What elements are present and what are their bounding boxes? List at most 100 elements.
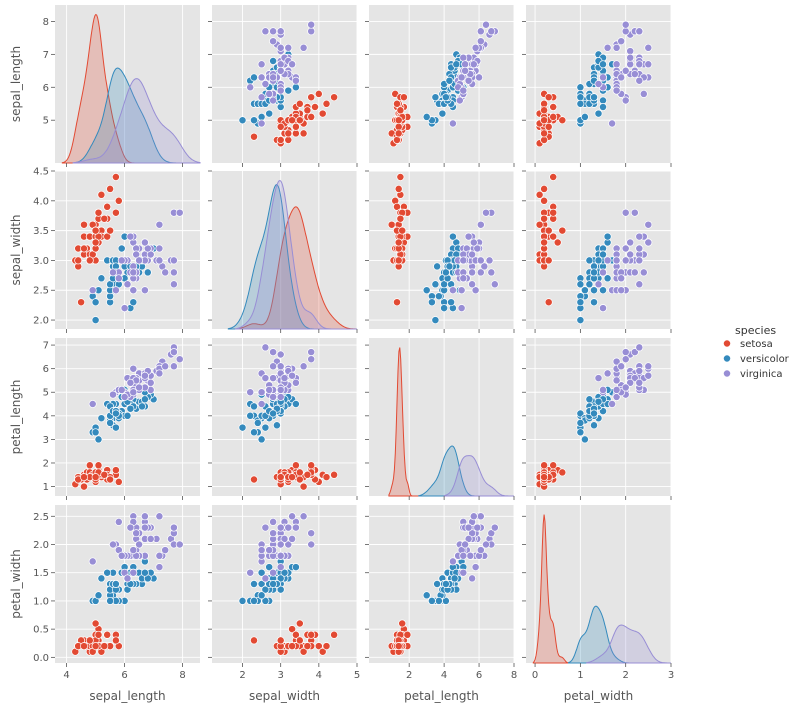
point-virginica bbox=[644, 238, 653, 247]
legend-label: versicolor bbox=[740, 354, 790, 365]
point-versicolor bbox=[576, 83, 585, 92]
point-virginica bbox=[269, 73, 278, 82]
point-setosa bbox=[291, 122, 300, 131]
point-virginica bbox=[114, 517, 123, 526]
point-versicolor bbox=[261, 423, 270, 432]
kde-virginica bbox=[586, 624, 671, 664]
point-virginica bbox=[140, 371, 149, 380]
point-versicolor bbox=[576, 93, 585, 102]
point-virginica bbox=[635, 244, 644, 253]
point-virginica bbox=[476, 546, 485, 555]
point-setosa bbox=[91, 226, 100, 235]
point-virginica bbox=[635, 76, 644, 85]
point-virginica bbox=[257, 388, 266, 397]
x-tick-label: 3 bbox=[277, 670, 283, 681]
point-setosa bbox=[330, 630, 339, 639]
point-virginica bbox=[476, 37, 485, 46]
point-virginica bbox=[635, 232, 644, 241]
point-versicolor bbox=[257, 435, 266, 444]
y-tick-label: 2.5 bbox=[33, 512, 49, 523]
y-tick-label: 1.0 bbox=[33, 596, 49, 607]
point-virginica bbox=[475, 73, 484, 82]
point-virginica bbox=[635, 27, 644, 36]
point-versicolor bbox=[585, 256, 594, 265]
x-tick-label: 6 bbox=[121, 670, 127, 681]
panel-sepal_length-vs-sepal_width bbox=[208, 5, 358, 167]
x-tick-label: 3 bbox=[668, 670, 674, 681]
legend-marker bbox=[723, 339, 731, 348]
point-setosa bbox=[394, 116, 403, 125]
point-versicolor bbox=[576, 99, 585, 108]
point-versicolor bbox=[594, 109, 603, 118]
point-setosa bbox=[111, 636, 120, 645]
point-setosa bbox=[535, 190, 544, 199]
point-virginica bbox=[261, 80, 270, 88]
point-virginica bbox=[135, 540, 144, 549]
point-virginica bbox=[448, 286, 457, 295]
point-versicolor bbox=[253, 418, 262, 427]
point-virginica bbox=[269, 27, 278, 36]
point-setosa bbox=[299, 129, 308, 138]
point-versicolor bbox=[284, 86, 293, 95]
point-virginica bbox=[269, 393, 278, 401]
point-versicolor bbox=[257, 112, 266, 121]
point-versicolor bbox=[580, 286, 589, 295]
point-virginica bbox=[299, 362, 308, 371]
x-tick-label: 4 bbox=[63, 670, 69, 681]
point-versicolor bbox=[291, 563, 300, 572]
y-tick-label: 3.0 bbox=[33, 256, 49, 267]
point-virginica bbox=[603, 369, 612, 378]
point-versicolor bbox=[250, 402, 258, 411]
point-versicolor bbox=[450, 574, 459, 583]
point-virginica bbox=[617, 73, 626, 82]
point-setosa bbox=[311, 103, 319, 111]
x-tick-label: 4 bbox=[316, 670, 322, 681]
point-virginica bbox=[603, 43, 612, 52]
point-virginica bbox=[621, 244, 630, 253]
point-setosa bbox=[544, 298, 553, 307]
point-versicolor bbox=[117, 244, 126, 253]
point-versicolor bbox=[106, 596, 115, 605]
point-versicolor bbox=[433, 580, 442, 588]
point-setosa bbox=[394, 122, 403, 131]
point-versicolor bbox=[280, 568, 289, 577]
point-virginica bbox=[594, 80, 603, 88]
x-tick-label: 8 bbox=[511, 670, 517, 681]
point-virginica bbox=[109, 540, 117, 549]
point-versicolor bbox=[441, 580, 450, 588]
point-virginica bbox=[468, 529, 477, 538]
point-setosa bbox=[398, 619, 407, 628]
y-tick-label: 3 bbox=[43, 435, 49, 446]
point-virginica bbox=[617, 362, 626, 371]
point-virginica bbox=[257, 119, 266, 128]
point-virginica bbox=[269, 96, 278, 105]
point-virginica bbox=[276, 540, 285, 549]
point-versicolor bbox=[599, 60, 607, 69]
point-virginica bbox=[621, 383, 630, 392]
point-setosa bbox=[540, 129, 549, 138]
point-virginica bbox=[457, 73, 466, 82]
point-virginica bbox=[476, 256, 485, 265]
point-virginica bbox=[288, 60, 297, 69]
point-virginica bbox=[265, 546, 274, 555]
kde-virginica bbox=[235, 179, 357, 330]
point-versicolor bbox=[438, 109, 447, 118]
point-virginica bbox=[265, 385, 274, 394]
point-versicolor bbox=[94, 435, 103, 444]
panel-petal_width-vs-sepal_width: 2 3 4 5 sepal_width bbox=[208, 505, 360, 703]
point-virginica bbox=[473, 244, 482, 253]
x-tick-label: 4 bbox=[441, 670, 447, 681]
point-versicolor bbox=[599, 96, 607, 105]
point-virginica bbox=[284, 523, 293, 532]
point-virginica bbox=[468, 268, 477, 277]
point-virginica bbox=[482, 540, 490, 549]
legend-entry-virginica: virginica bbox=[723, 369, 783, 380]
point-virginica bbox=[269, 37, 278, 46]
y-tick-label: 0.0 bbox=[33, 653, 49, 664]
point-setosa bbox=[103, 202, 112, 211]
y-tick-label: 1.5 bbox=[33, 568, 49, 579]
point-virginica bbox=[114, 274, 123, 283]
x-tick-label: 2 bbox=[623, 670, 629, 681]
point-versicolor bbox=[129, 298, 138, 307]
point-versicolor bbox=[599, 250, 607, 259]
